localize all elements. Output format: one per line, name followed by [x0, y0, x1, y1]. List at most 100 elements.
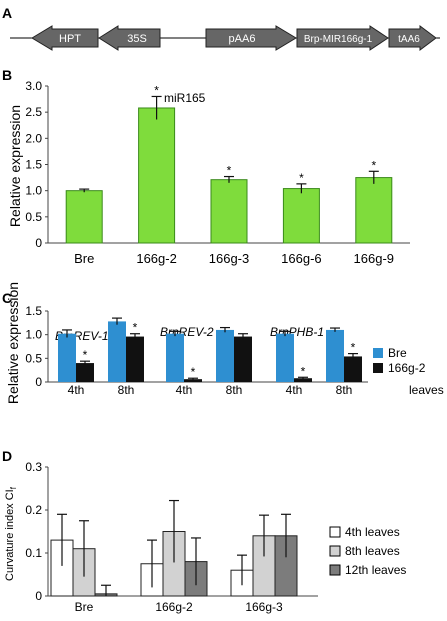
legend-label-8th: 8th leaves [345, 544, 400, 558]
chart-d-bars [50, 499, 298, 597]
x-tick-label: 166g-2 [136, 251, 176, 266]
bar [65, 190, 103, 244]
bar [58, 333, 76, 382]
legend-swatch-8th [329, 545, 341, 557]
significance-star: * [301, 364, 306, 378]
hpt-arrow [31, 25, 99, 51]
mir166g-label: Brp-MIR166g-1 [304, 34, 373, 45]
panel-label-b: B [2, 67, 12, 83]
x-tick-label: 8th [226, 383, 243, 397]
y-tick-label: 2.5 [25, 105, 42, 119]
y-tick-label: 1.0 [25, 328, 42, 342]
x-tick-label: 166g-3 [209, 251, 249, 266]
bar [210, 179, 248, 244]
chart-d-ylabel-main: Curvature index CI [4, 489, 16, 581]
mir166g-arrow [296, 25, 389, 51]
chart-c-y-ticks: 0 0.5 1.0 1.5 [25, 304, 48, 389]
bar [76, 363, 94, 382]
y-tick-label: 1.5 [25, 158, 42, 172]
mir166g-element: Brp-MIR166g-1 [296, 25, 389, 51]
legend-swatch-12th [329, 564, 341, 576]
chart-c: Relative expression 0 0.5 1.0 1.5 4th 8th 4th… [5, 282, 444, 404]
paa6-label: pAA6 [229, 33, 256, 45]
y-tick-label: 1.5 [25, 304, 42, 318]
paa6-arrow [205, 25, 297, 51]
significance-star: * [133, 321, 138, 335]
legend-label-bre: Bre [388, 346, 407, 360]
chart-c-ylabel: Relative expression [5, 282, 21, 404]
y-tick-label: 0 [35, 375, 42, 389]
taa6-arrow [388, 25, 437, 51]
x-tick-label: 8th [118, 383, 135, 397]
chart-b-bars: * * * * [65, 83, 393, 244]
chart-b-ylabel: Relative expression [7, 105, 23, 227]
bar [184, 379, 202, 382]
chart-b: Relative expression miR165 0 0.5 1.0 1.5 2.0… [7, 79, 410, 266]
legend-swatch-bre [373, 348, 383, 358]
bar [138, 107, 176, 244]
chart-d-x-ticks: Bre 166g-2 166g-3 [75, 600, 283, 614]
significance-star: * [154, 83, 159, 97]
significance-star: * [227, 164, 232, 178]
bar [326, 329, 344, 382]
panel-label-d: D [2, 448, 12, 464]
y-tick-label: 0 [35, 589, 42, 603]
panel-label-a: A [2, 5, 12, 21]
x-tick-label: 4th [286, 383, 303, 397]
bar [355, 177, 393, 244]
x-tick-label: 166g-6 [281, 251, 321, 266]
x-tick-label: 4th [176, 383, 193, 397]
legend-label-12th: 12th leaves [345, 563, 406, 577]
bar [234, 336, 252, 382]
chart-c-legend: Bre 166g-2 [373, 346, 426, 375]
paa6-element: pAA6 [205, 25, 297, 51]
bar [294, 378, 312, 382]
35s-element: 35S [98, 25, 161, 51]
x-tick-label: 166g-3 [245, 600, 283, 614]
y-tick-label: 0.1 [25, 546, 42, 560]
legend-label-4th: 4th leaves [345, 525, 400, 539]
significance-star: * [299, 171, 304, 185]
significance-star: * [83, 348, 88, 362]
y-tick-label: 0.5 [25, 351, 42, 365]
chart-b-annotation: miR165 [164, 91, 206, 105]
chart-d-ylabel-sub: f [9, 486, 18, 489]
hpt-element: HPT [31, 25, 99, 51]
taa6-element: tAA6 [388, 25, 437, 51]
y-tick-label: 0.3 [25, 460, 42, 474]
x-tick-label: Bre [75, 600, 94, 614]
chart-b-y-ticks: 0 0.5 1.0 1.5 2.0 2.5 3.0 [25, 79, 48, 250]
x-tick-label: 166g-9 [354, 251, 394, 266]
chart-d: Curvature index CIf 0 0.1 0.2 0.3 Bre 166g-2… [4, 460, 406, 614]
bar [216, 329, 234, 382]
35s-label: 35S [127, 33, 147, 45]
chart-c-x-suffix: leaves [409, 383, 444, 397]
y-tick-label: 3.0 [25, 79, 42, 93]
panel-label-c: C [2, 290, 12, 306]
chart-c-axes [47, 311, 368, 383]
y-tick-label: 2.0 [25, 131, 42, 145]
x-tick-label: Bre [74, 251, 94, 266]
legend-swatch-166g-2 [373, 363, 383, 373]
bar [282, 188, 320, 244]
chart-c-bars: * * * * * [58, 317, 362, 382]
x-tick-label: 166g-2 [155, 600, 193, 614]
x-tick-label: 8th [336, 383, 353, 397]
chart-d-legend: 4th leaves 8th leaves 12th leaves [329, 525, 406, 577]
significance-star: * [371, 158, 376, 172]
bar [276, 333, 294, 382]
y-tick-label: 0.2 [25, 503, 42, 517]
significance-star: * [351, 341, 356, 355]
significance-star: * [191, 365, 196, 379]
hpt-label: HPT [59, 33, 81, 45]
bar [344, 356, 362, 382]
legend-swatch-4th [329, 526, 341, 538]
bar [126, 336, 144, 382]
chart-d-ylabel: Curvature index CIf [4, 486, 18, 581]
bar [108, 321, 126, 382]
y-tick-label: 0 [35, 236, 42, 250]
y-tick-label: 1.0 [25, 184, 42, 198]
35s-arrow [98, 25, 161, 51]
chart-d-y-ticks: 0 0.1 0.2 0.3 [25, 460, 48, 603]
